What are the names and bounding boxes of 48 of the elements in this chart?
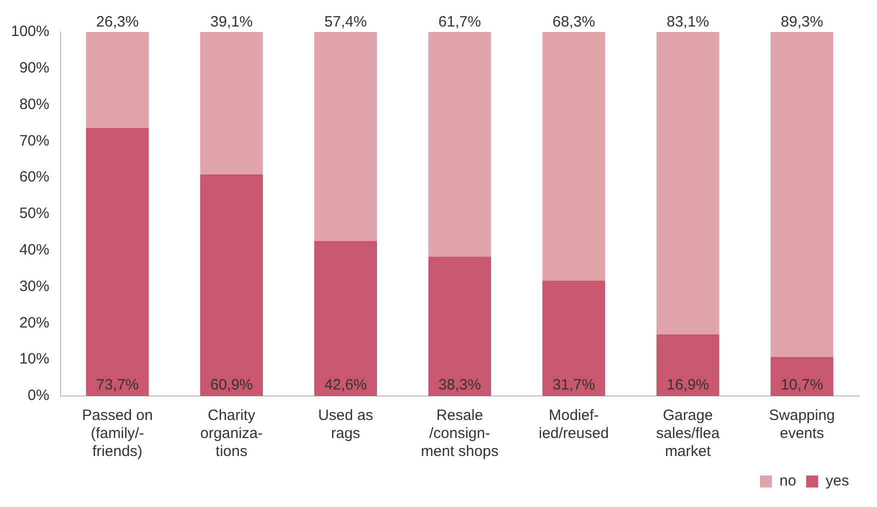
y-tick-label: 20%: [19, 314, 50, 332]
y-tick-label: 0%: [28, 387, 50, 404]
y-tick-label: 10%: [19, 350, 50, 368]
data-label: 83,1%: [666, 14, 710, 31]
x-tick-label: Passed on (family/- friends): [82, 407, 153, 460]
legend-label: yes: [826, 472, 849, 490]
data-label: 31,7%: [552, 376, 596, 394]
bar: [314, 32, 377, 241]
x-tick-label: Resale /consign- ment shops: [420, 407, 498, 460]
legend-label: no: [779, 472, 796, 490]
x-tick-label: Charity organiza- tions: [200, 407, 263, 460]
y-tick-label: 40%: [19, 242, 50, 259]
x-tick-label: Used as rags: [318, 407, 374, 442]
data-label: 73,7%: [96, 376, 139, 394]
bar: [656, 334, 720, 396]
x-tick-label: Garage sales/flea market: [656, 407, 720, 460]
data-label: 26,3%: [96, 14, 139, 31]
bar: [200, 174, 263, 396]
data-label: 42,6%: [324, 376, 367, 394]
y-tick-label: 90%: [19, 60, 50, 77]
x-tick-label: Modief- ied/reused: [538, 407, 609, 442]
bar: [200, 32, 263, 174]
y-tick-label: 80%: [19, 96, 50, 113]
data-label: 39,1%: [210, 14, 253, 31]
bar: [86, 128, 149, 396]
bar: [770, 357, 834, 396]
y-tick-label: 50%: [19, 205, 50, 222]
y-tick-label: 60%: [19, 168, 50, 186]
y-tick-label: 70%: [19, 132, 50, 150]
bar: [542, 32, 606, 281]
data-label: 57,4%: [324, 14, 367, 31]
y-tick-label: 30%: [19, 278, 50, 295]
bar: [428, 256, 492, 396]
data-label: 60,9%: [210, 376, 253, 394]
bar: [314, 240, 377, 396]
bar: [542, 280, 606, 396]
bar: [770, 32, 834, 358]
data-label: 68,3%: [552, 14, 596, 31]
x-tick-label: Swapping events: [769, 407, 835, 442]
data-label: 61,7%: [438, 14, 481, 31]
bar: [86, 32, 149, 128]
data-label: 10,7%: [780, 376, 824, 394]
bar: [428, 32, 492, 257]
data-label: 38,3%: [438, 376, 481, 394]
y-tick-label: 100%: [10, 23, 50, 40]
data-label: 89,3%: [780, 14, 824, 31]
data-label: 16,9%: [666, 376, 710, 394]
bar: [656, 32, 720, 334]
